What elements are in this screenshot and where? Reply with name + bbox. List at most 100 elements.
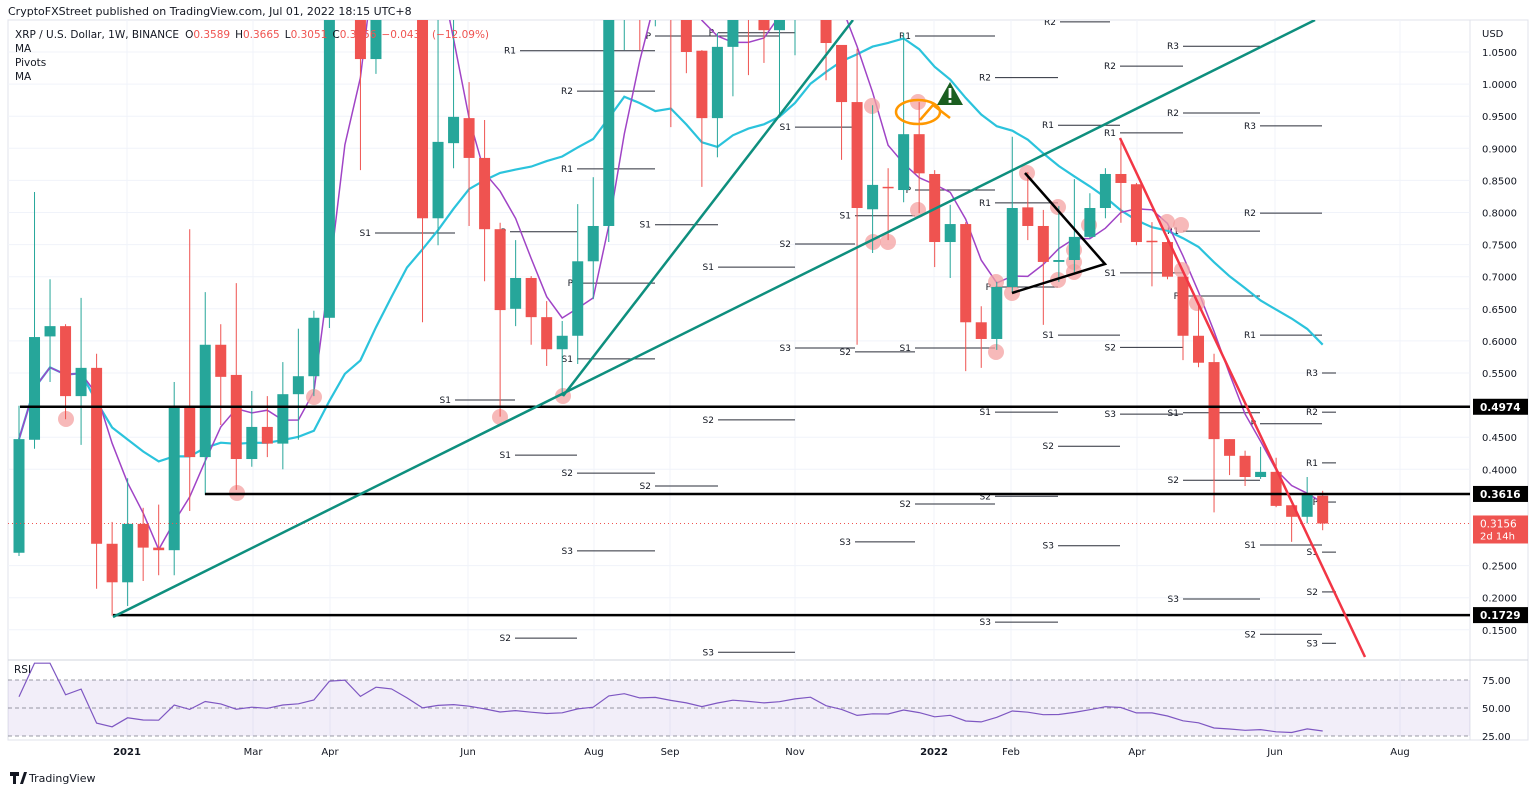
candle-up xyxy=(1053,206,1065,282)
pivot-marker xyxy=(1019,165,1035,181)
currency-label: USD xyxy=(1482,29,1504,40)
pivot-label: S2 xyxy=(640,482,651,492)
candle-body xyxy=(1224,439,1236,456)
candle-down xyxy=(1037,209,1049,325)
candle-up xyxy=(572,204,584,365)
tradingview-brand: TradingView xyxy=(28,772,95,785)
pivot-marker xyxy=(910,94,926,110)
candle-body xyxy=(184,405,196,458)
pivot-label: R1 xyxy=(1306,459,1318,469)
long-trendline[interactable] xyxy=(112,20,1316,619)
candle-body xyxy=(29,337,41,440)
candle-up xyxy=(944,204,956,278)
candle-body xyxy=(1084,208,1096,237)
pivot-label: S1 xyxy=(1307,548,1318,558)
candle-up xyxy=(1255,446,1267,479)
price-tick-label: 0.2000 xyxy=(1482,594,1517,605)
candle-body xyxy=(1193,335,1205,363)
candle-body xyxy=(960,224,972,323)
pivot-label: R1 xyxy=(1042,121,1054,131)
rsi-line xyxy=(18,662,1323,734)
highlight-circle[interactable] xyxy=(894,98,942,126)
time-tick-label: Aug xyxy=(1390,747,1410,758)
candle-body xyxy=(556,335,568,350)
candle-body xyxy=(711,46,723,119)
candle-up xyxy=(122,478,134,607)
candle-body xyxy=(1068,236,1080,261)
candle-body xyxy=(1130,184,1142,243)
candle-up xyxy=(75,297,87,445)
level-price-badge xyxy=(1473,607,1528,624)
price-tick-label: 0.1500 xyxy=(1482,626,1517,637)
candle-down xyxy=(230,283,242,490)
time-tick-label: Apr xyxy=(321,747,339,758)
candle-up xyxy=(1068,179,1080,273)
pivot-marker xyxy=(988,274,1004,290)
tradingview-logo[interactable]: TradingView xyxy=(10,772,95,785)
candle-body xyxy=(1022,207,1034,226)
indicator-ma-slow[interactable]: MA xyxy=(15,43,32,55)
candle-down xyxy=(1022,172,1034,241)
drawings[interactable] xyxy=(8,20,1470,658)
candle-up xyxy=(1006,136,1018,293)
pivot-label: S1 xyxy=(703,263,714,273)
pivot-marker xyxy=(1050,199,1066,215)
highlight-mark xyxy=(919,103,951,121)
time-tick-label: 2021 xyxy=(113,747,141,758)
tradingview-logo-icon xyxy=(10,772,27,784)
pivot-label: S2 xyxy=(1105,343,1116,353)
pivot-label: S2 xyxy=(780,240,791,250)
pivot-label: S3 xyxy=(1168,595,1179,605)
level-price-label: 0.1729 xyxy=(1480,610,1521,622)
candle-down xyxy=(960,222,972,372)
pivot-label: R2 xyxy=(1306,408,1318,418)
candle-down xyxy=(215,324,227,426)
indicator-ma-fast[interactable]: MA xyxy=(15,71,32,83)
candle-body xyxy=(510,277,522,309)
rsi-tick-label: 25.00 xyxy=(1482,732,1511,743)
warning-icon[interactable] xyxy=(937,82,963,105)
pivot-label: P xyxy=(906,186,912,196)
candle-body xyxy=(370,20,382,60)
rsi-label[interactable]: RSI xyxy=(14,664,31,676)
triangle-pattern[interactable] xyxy=(1011,172,1108,295)
candle-body xyxy=(851,102,863,209)
price-pane[interactable]: R2 R1 P P R1 R2 R1 S1 R2 R1 R3 R2 R2 R3 R1 P S1 P S1 S1 R1 S2… xyxy=(8,0,1470,658)
time-tick-label: Jun xyxy=(1266,747,1283,758)
candle-down xyxy=(1208,353,1220,513)
pivot-label: R1 xyxy=(561,165,573,175)
candle-body xyxy=(758,20,770,31)
candle-up xyxy=(370,20,382,74)
candle-down xyxy=(1286,505,1298,542)
pivot-label: S2 xyxy=(1245,630,1256,640)
candle-countdown: 2d 14h xyxy=(1480,531,1515,542)
candle-body xyxy=(1099,173,1111,209)
candle-body xyxy=(432,141,444,219)
candle-body xyxy=(13,439,25,553)
pivot-label: S1 xyxy=(1043,331,1054,341)
time-tick-label: Feb xyxy=(1002,747,1020,758)
candles xyxy=(13,20,1329,616)
published-caption: CryptoFXStreet published on TradingView.… xyxy=(8,5,412,18)
downtrend-line[interactable] xyxy=(1118,137,1367,658)
rsi-tick-label: 50.00 xyxy=(1482,704,1511,715)
symbol-title[interactable]: XRP / U.S. Dollar, 1W, BINANCE xyxy=(15,29,179,41)
pivot-label: R2 xyxy=(979,74,991,84)
open-label: O xyxy=(185,29,193,41)
price-axis[interactable]: USD 1.0500 1.0000 0.9500 0.9000 0.8500 0.8000… xyxy=(1473,29,1528,637)
indicator-pivots[interactable]: Pivots xyxy=(15,57,46,69)
candle-down xyxy=(913,102,925,214)
candle-body xyxy=(75,367,87,397)
pivot-label: R3 xyxy=(1306,369,1318,379)
candle-body xyxy=(199,344,211,458)
steep-trendline[interactable] xyxy=(562,20,854,397)
candle-down xyxy=(91,353,103,589)
candle-body xyxy=(836,44,848,103)
time-axis[interactable]: 2021 Mar Apr Jun Aug Sep Nov 2022 Feb Apr Jun Aug xyxy=(113,747,1410,758)
candle-down xyxy=(184,229,196,512)
pivot-label: P xyxy=(1313,498,1319,508)
pivot-label: S2 xyxy=(703,416,714,426)
candle-body xyxy=(525,277,537,318)
candle-up xyxy=(432,20,444,246)
